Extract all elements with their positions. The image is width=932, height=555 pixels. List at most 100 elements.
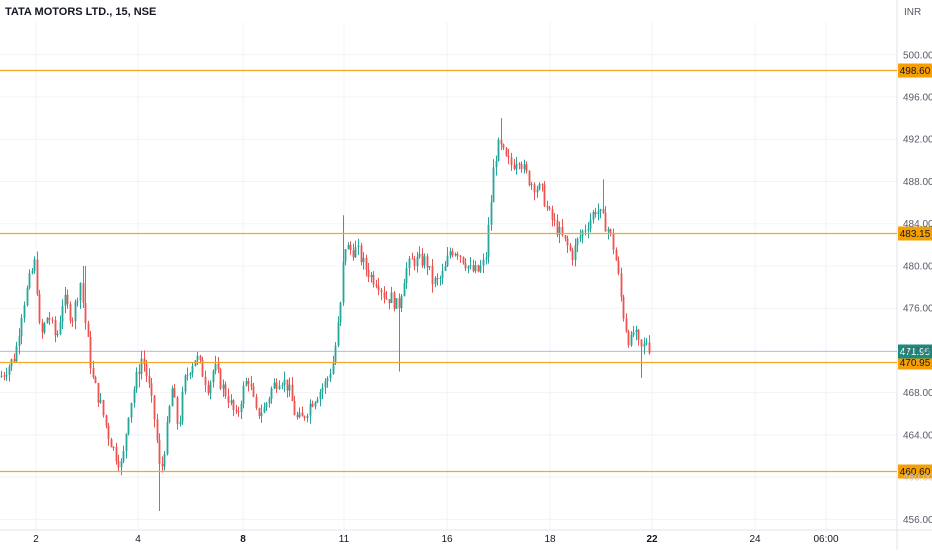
candle-body	[459, 255, 462, 258]
currency-label: INR	[904, 7, 922, 18]
candle-body	[122, 451, 125, 462]
chart-title: TATA MOTORS LTD., 15, NSE	[5, 6, 157, 18]
candle-body	[301, 412, 304, 417]
candle-body	[439, 278, 442, 280]
candle-body	[339, 302, 342, 323]
candle-body	[574, 245, 577, 261]
candle-body	[500, 139, 503, 145]
price-axis[interactable]: 456.00 460.00 464.00 468.00 472.00 476.00 480.…	[903, 50, 932, 526]
x-tick-label: 22	[646, 534, 658, 545]
candle-body	[54, 319, 57, 336]
candle-body	[497, 139, 500, 161]
candle-body	[434, 277, 437, 285]
level-price-label: 483.15	[900, 229, 931, 240]
candle-body	[43, 323, 46, 333]
candle-body	[405, 268, 408, 284]
candle-body	[219, 369, 222, 389]
candle-body	[360, 245, 363, 263]
candle-body	[411, 258, 414, 260]
candle-body	[393, 292, 396, 309]
candle-body	[281, 384, 284, 386]
candle-body	[298, 412, 301, 418]
candle-body	[347, 244, 350, 250]
candle-body	[171, 388, 174, 407]
candle-body	[242, 385, 245, 404]
candle-body	[127, 417, 130, 434]
candle-body	[648, 342, 651, 353]
candle-body	[604, 212, 607, 232]
candle-body	[377, 286, 380, 291]
candle-body	[332, 363, 335, 374]
candle-body	[252, 386, 255, 397]
candle-body	[161, 463, 164, 467]
candle-body	[615, 249, 618, 261]
x-tick-label: 8	[240, 534, 246, 545]
candle-body	[79, 283, 82, 301]
candle-body	[64, 294, 67, 306]
candle-body	[599, 208, 602, 212]
level-price-label: 498.60	[900, 66, 931, 77]
candle-body	[263, 407, 266, 413]
candle-body	[525, 164, 528, 172]
candle-body	[622, 296, 625, 319]
candle-body	[474, 265, 477, 272]
candle-body	[375, 284, 378, 287]
candle-body	[181, 391, 184, 422]
candle-body	[451, 251, 454, 256]
candle-body	[89, 336, 92, 369]
x-tick-label: 4	[135, 534, 141, 545]
candle-body	[370, 274, 373, 278]
candle-body	[365, 257, 368, 270]
candle-body	[237, 411, 240, 413]
candle-body	[69, 304, 72, 321]
candle-body	[349, 244, 352, 251]
candle-body	[367, 269, 370, 278]
candle-body	[380, 290, 383, 293]
candle-body	[490, 202, 493, 225]
candle-body	[59, 321, 62, 334]
candle-body	[546, 205, 549, 208]
candle-body	[15, 346, 18, 362]
candle-body	[444, 266, 447, 271]
candle-body	[495, 160, 498, 168]
x-tick-label: 2	[33, 534, 39, 545]
current-price-label: 471.95	[900, 347, 931, 358]
candle-body	[163, 454, 166, 467]
y-tick-label: 460.00	[903, 473, 932, 484]
candle-body	[464, 263, 467, 269]
candle-body	[61, 305, 64, 322]
candle-body	[558, 226, 561, 235]
time-axis[interactable]: 2 4 8 11 16 18 22 24 06:00	[33, 534, 839, 545]
horizontal-levels[interactable]: 498.60 483.15 470.95 460.60 471.95	[0, 63, 932, 479]
candle-body	[630, 334, 633, 346]
candle-body	[612, 233, 615, 250]
candle-body	[23, 305, 26, 318]
candle-body	[523, 164, 526, 170]
candle-body	[76, 300, 79, 302]
candle-body	[179, 421, 182, 424]
candle-body	[176, 397, 179, 424]
candle-body	[482, 259, 485, 266]
candle-body	[258, 408, 261, 416]
candle-body	[538, 183, 541, 190]
candle-body	[385, 298, 388, 300]
candle-body	[388, 299, 391, 304]
y-tick-label: 464.00	[903, 430, 932, 441]
candle-body	[138, 371, 141, 374]
candle-body	[607, 229, 610, 232]
candle-body	[102, 400, 105, 416]
candle-body	[250, 383, 253, 387]
candle-body	[36, 259, 39, 294]
candle-body	[20, 317, 23, 337]
candle-body	[97, 383, 100, 403]
candle-body	[602, 208, 605, 213]
candle-body	[469, 265, 472, 267]
candle-body	[33, 259, 36, 271]
candle-body	[275, 382, 278, 389]
candle-body	[150, 383, 153, 396]
candle-body	[224, 384, 227, 397]
candle-body	[492, 167, 495, 203]
candle-body	[125, 433, 128, 452]
